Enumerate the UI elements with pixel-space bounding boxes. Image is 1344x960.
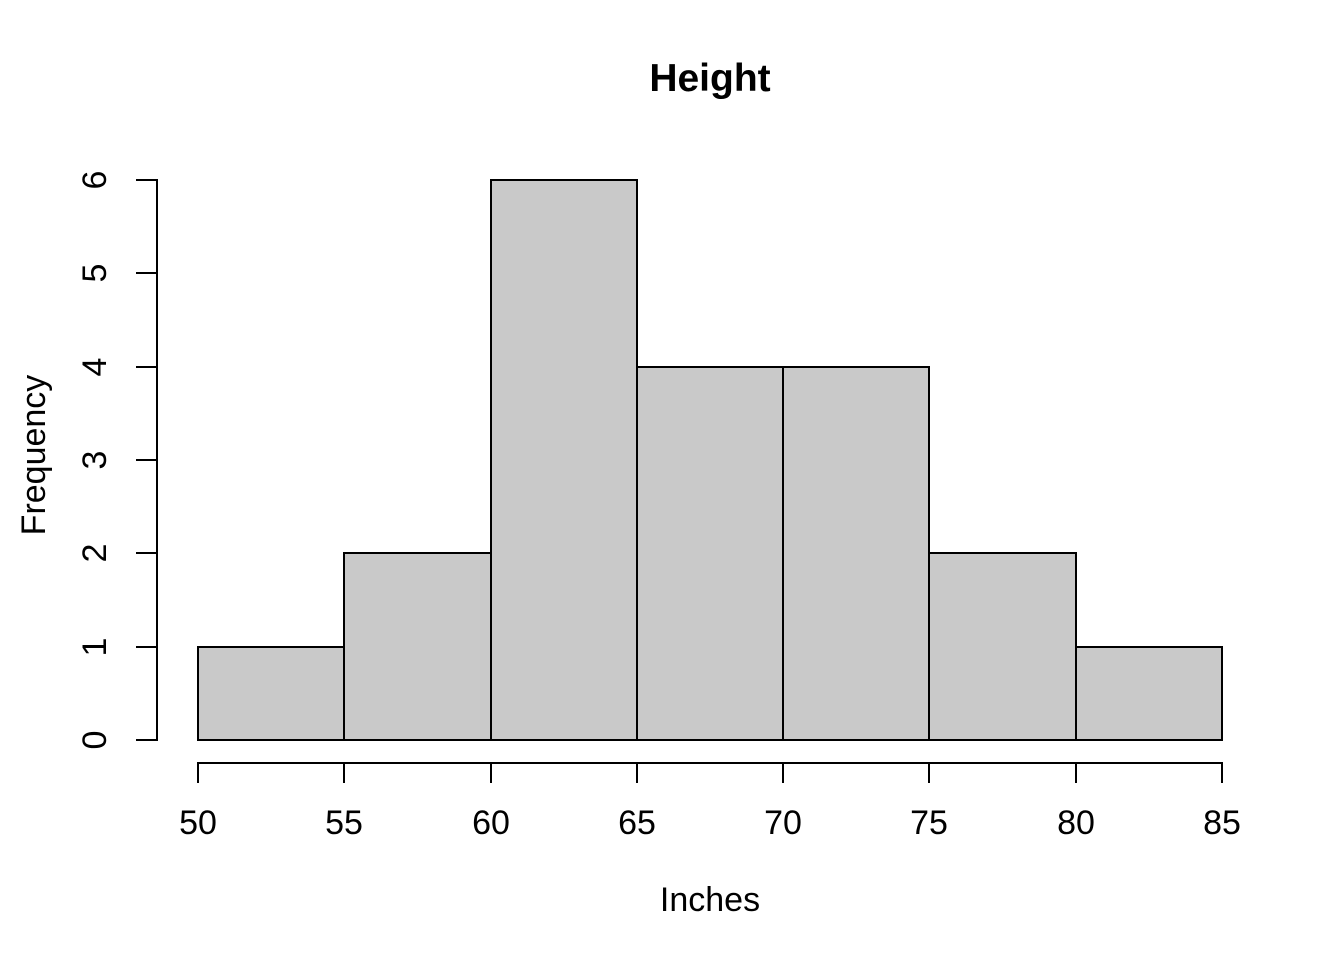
y-tick-label: 2: [76, 543, 114, 563]
y-tick-label: 1: [76, 637, 114, 657]
y-tick-label: 3: [76, 450, 114, 470]
y-axis-tick: [136, 179, 157, 181]
x-axis-tick: [197, 762, 199, 783]
y-axis-tick: [136, 739, 157, 741]
y-axis-title: Frequency: [15, 374, 53, 536]
histogram-bar: [782, 366, 930, 741]
y-axis-tick: [136, 646, 157, 648]
x-tick-label: 60: [472, 804, 510, 842]
histogram-bar: [490, 179, 638, 741]
x-tick-label: 65: [618, 804, 656, 842]
y-axis-tick: [136, 552, 157, 554]
histogram-bar: [636, 366, 784, 741]
x-tick-label: 85: [1203, 804, 1241, 842]
y-tick-label: 5: [76, 263, 114, 283]
histogram-bar: [343, 552, 492, 741]
y-axis-tick: [136, 272, 157, 274]
x-tick-label: 70: [764, 804, 802, 842]
histogram-bar: [928, 552, 1077, 741]
y-axis-tick: [136, 459, 157, 461]
x-tick-label: 80: [1057, 804, 1095, 842]
chart-title: Height: [649, 57, 771, 100]
x-axis-tick: [343, 762, 345, 783]
x-axis-tick: [490, 762, 492, 783]
histogram-bar: [197, 646, 345, 741]
x-axis-title: Inches: [659, 881, 761, 919]
x-axis-line: [197, 762, 1223, 764]
x-tick-label: 55: [325, 804, 363, 842]
x-tick-label: 50: [179, 804, 217, 842]
x-axis-tick: [928, 762, 930, 783]
x-axis-tick: [1075, 762, 1077, 783]
x-tick-label: 75: [910, 804, 948, 842]
y-tick-label: 4: [76, 357, 114, 377]
x-axis-tick: [782, 762, 784, 783]
y-axis-tick: [136, 366, 157, 368]
histogram-bar: [1075, 646, 1223, 741]
y-tick-label: 0: [76, 730, 114, 750]
x-axis-tick: [636, 762, 638, 783]
y-axis-line: [156, 179, 158, 741]
x-axis-tick: [1221, 762, 1223, 783]
y-tick-label: 6: [76, 170, 114, 190]
